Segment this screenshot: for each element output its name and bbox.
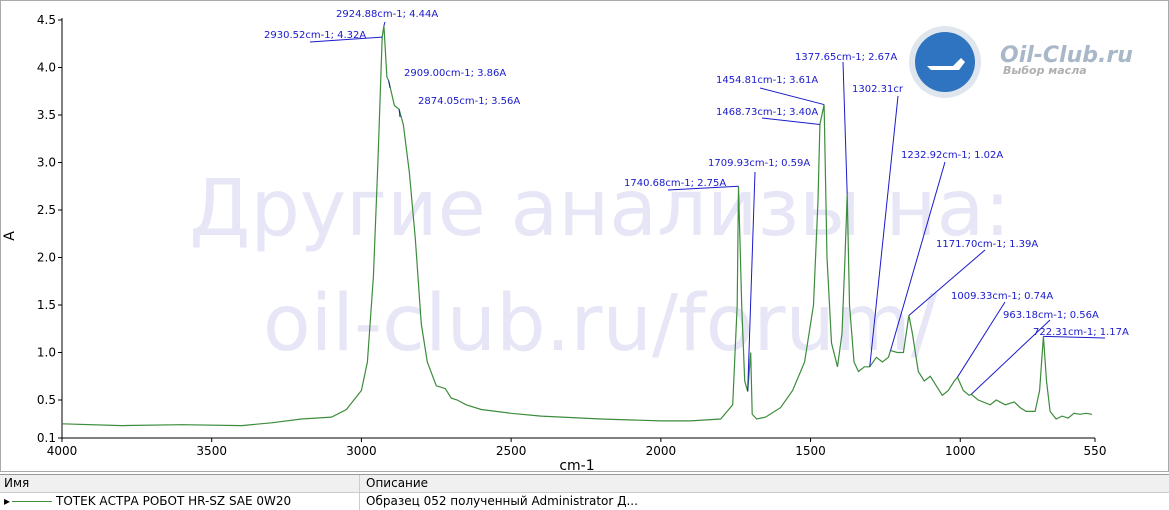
peak-label: 1377.65cm-1; 2.67A <box>795 52 897 63</box>
logo-subtitle: Выбор масла <box>1003 64 1087 77</box>
peak-label: 1454.81cm-1; 3.61A <box>716 75 818 86</box>
y-tick-label: 0.5 <box>37 393 56 407</box>
y-tick-label: 4.5 <box>37 13 56 27</box>
peak-label: 2930.52cm-1; 4.32A <box>264 30 366 41</box>
legend-entry: TOTEK АСТРА РОБОТ HR-SZ SAE 0W20 <box>56 494 292 508</box>
peak-label: 722.31cm-1; 1.17A <box>1033 327 1129 338</box>
logo-icon <box>915 32 975 92</box>
y-axis-label: A <box>2 231 18 241</box>
peak-label: 2924.88cm-1; 4.44A <box>336 9 438 20</box>
chart: Другие анализы на: oil-club.ru/forum/ Oi… <box>0 0 1169 472</box>
peak-label: 1740.68cm-1; 2.75A <box>624 178 726 189</box>
x-tick-label: 3000 <box>346 444 377 458</box>
peak-label: 1232.92cm-1; 1.02A <box>901 150 1003 161</box>
peak-leader <box>761 117 820 125</box>
header-cell: Описание <box>366 476 429 490</box>
name-cell: ▸ TOTEK АСТРА РОБОТ HR-SZ SAE 0W20 <box>0 493 360 510</box>
x-tick-label: 2000 <box>646 444 677 458</box>
peak-label: 2874.05cm-1; 3.56A <box>418 96 520 107</box>
y-tick-label: 2.0 <box>37 251 56 265</box>
peak-label: 1009.33cm-1; 0.74A <box>951 291 1053 302</box>
description-cell: Образец 052 полученный Administrator Д..… <box>366 494 638 508</box>
x-tick-label: 1500 <box>795 444 826 458</box>
watermark: Другие анализы на: <box>189 164 1010 254</box>
x-tick-label: 4000 <box>47 444 78 458</box>
table-row[interactable]: ▸ TOTEK АСТРА РОБОТ HR-SZ SAE 0W20 Образец… <box>0 493 1169 510</box>
header-cell: Имя <box>0 475 360 492</box>
y-tick-label: 1.0 <box>37 346 56 360</box>
logo-can <box>927 58 965 70</box>
y-tick-label: 2.5 <box>37 203 56 217</box>
table-header: Имя Описание <box>0 474 1169 493</box>
peak-leader <box>398 109 401 118</box>
peak-leader <box>869 95 899 367</box>
peak-leader <box>759 87 825 106</box>
peak-leader <box>908 249 986 316</box>
peak-label: 1468.73cm-1; 3.40A <box>716 107 818 118</box>
peak-leader <box>957 301 1006 378</box>
peak-leader <box>388 80 391 89</box>
logo-title: Oil-Club.ru <box>1000 43 1133 68</box>
table: Имя Описание ▸ TOTEK АСТРА РОБОТ HR-SZ SAE… <box>0 474 1169 510</box>
watermark: oil-club.ru/forum/ <box>263 279 938 369</box>
x-tick-label: 550 <box>1084 444 1107 458</box>
peak-leader <box>842 61 848 194</box>
spectrum-line <box>61 25 1093 427</box>
peak-label: 2909.00cm-1; 3.86A <box>404 68 506 79</box>
legend-swatch <box>12 501 53 502</box>
peak-label: 1709.93cm-1; 0.59A <box>708 158 810 169</box>
peak-label: 1171.70cm-1; 1.39A <box>936 239 1038 250</box>
x-axis-label: cm-1 <box>559 458 594 472</box>
x-tick-label: 1000 <box>945 444 976 458</box>
peak-leader <box>890 161 946 351</box>
y-tick-label: 0.1 <box>37 431 56 445</box>
x-tick-label: 2500 <box>496 444 527 458</box>
peak-leader <box>667 185 739 191</box>
y-tick-label: 3.0 <box>37 156 56 170</box>
x-tick-label: 3500 <box>196 444 227 458</box>
peak-label: 963.18cm-1; 0.56A <box>1003 310 1099 321</box>
y-tick-label: 4.0 <box>37 61 56 75</box>
peak-leader <box>970 319 1051 395</box>
y-tick-label: 3.5 <box>37 108 56 122</box>
y-tick-label: 1.5 <box>37 298 56 312</box>
peak-leader <box>309 36 383 43</box>
peak-leader <box>383 21 386 26</box>
peak-leader <box>747 171 756 392</box>
peak-leader <box>1043 335 1106 339</box>
peak-label: 1302.31cr <box>852 84 904 95</box>
